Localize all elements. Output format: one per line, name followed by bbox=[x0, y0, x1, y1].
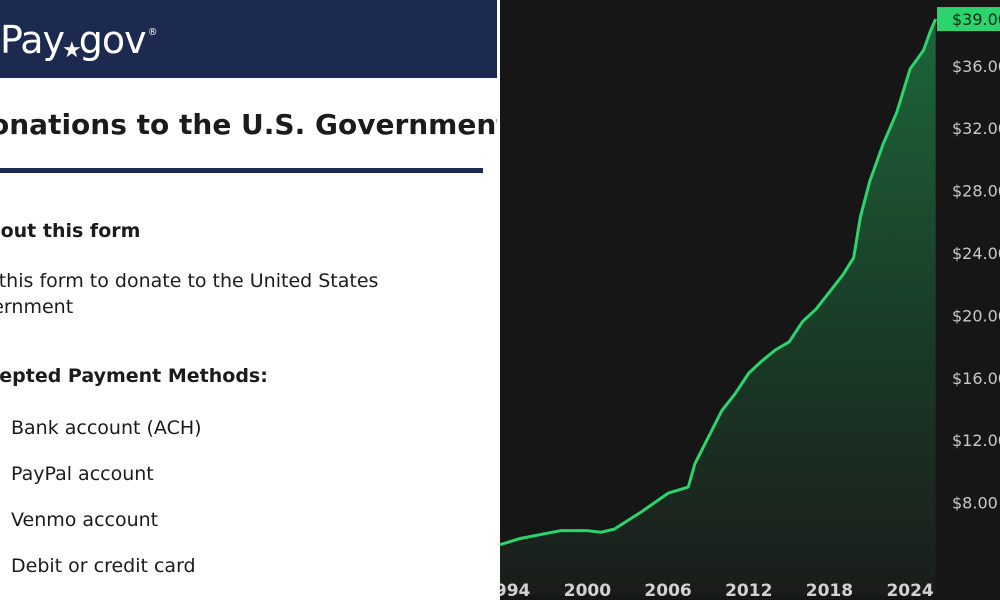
title-divider bbox=[0, 168, 483, 173]
x-axis: 1994 2000 2006 2012 2018 2024 bbox=[500, 581, 934, 600]
payment-method-item: Debit or credit card bbox=[11, 555, 196, 577]
about-description: e this form to donate to the United Stat… bbox=[0, 270, 379, 318]
area-fill bbox=[500, 19, 936, 595]
last-value-badge: $39.00 bbox=[937, 7, 1000, 32]
payment-methods-heading: cepted Payment Methods: bbox=[0, 365, 268, 387]
last-value-label: $39.00 bbox=[952, 10, 1000, 29]
chart-panel: $8.00 $12.00 $16.00 $20.00 $24.00 $28.00 $32.0… bbox=[500, 0, 1000, 600]
x-tick-label: 2006 bbox=[644, 581, 691, 600]
y-tick-label: $24.00 bbox=[952, 244, 1000, 263]
y-tick-label: $16.00 bbox=[952, 369, 1000, 388]
payment-form-panel: Pay★gov ® onations to the U.S. Government… bbox=[0, 0, 497, 600]
x-tick-label: 2024 bbox=[886, 581, 933, 600]
plot-area bbox=[500, 18, 938, 595]
paygov-logo[interactable]: Pay★gov ® bbox=[0, 18, 158, 63]
last-value-badge-bg bbox=[937, 7, 1000, 32]
site-header: Pay★gov ® bbox=[0, 0, 497, 78]
y-tick-label: $12.00 bbox=[952, 431, 1000, 450]
payment-method-item: Bank account (ACH) bbox=[11, 417, 202, 439]
debt-chart: $8.00 $12.00 $16.00 $20.00 $24.00 $28.00 $32.0… bbox=[500, 7, 1000, 600]
payment-methods-list: Bank account (ACH) PayPal account Venmo … bbox=[11, 415, 202, 599]
y-tick-label: $8.00 bbox=[952, 494, 998, 513]
panel-divider bbox=[497, 0, 500, 600]
y-tick-label: $32.00 bbox=[952, 119, 1000, 138]
y-tick-label: $36.00 bbox=[952, 57, 1000, 76]
series-line bbox=[500, 18, 938, 547]
star-icon: ★ bbox=[61, 38, 82, 63]
payment-method-item: Venmo account bbox=[11, 509, 159, 531]
x-tick-label: 2012 bbox=[725, 581, 772, 600]
y-axis: $8.00 $12.00 $16.00 $20.00 $24.00 $28.00 $32.0… bbox=[952, 57, 1000, 513]
y-tick-label: $28.00 bbox=[952, 182, 1000, 201]
x-tick-label: 2000 bbox=[564, 581, 611, 600]
y-tick-label: $20.00 bbox=[952, 306, 1000, 325]
page-title: onations to the U.S. Government bbox=[0, 108, 497, 141]
x-tick-label: 2018 bbox=[806, 581, 853, 600]
payment-method-item: PayPal account bbox=[11, 463, 154, 485]
about-heading: bout this form bbox=[0, 220, 141, 242]
x-tick-label: 1994 bbox=[500, 581, 531, 600]
